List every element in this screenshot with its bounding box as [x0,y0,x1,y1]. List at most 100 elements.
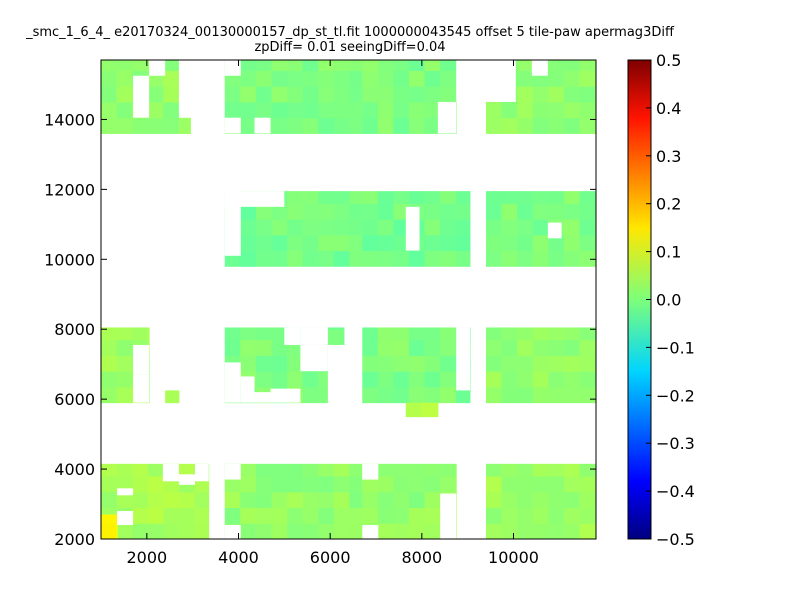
heatmap-cell [517,117,534,134]
heatmap-missing-cell [547,222,562,239]
heatmap-cell [287,86,304,103]
heatmap-cell [424,327,441,341]
heatmap-cell [362,476,379,493]
heatmap-cell [377,86,394,103]
heatmap-cell [101,327,118,341]
heatmap-cell [318,191,335,204]
heatmap-cell [579,386,596,404]
heatmap-holes [117,60,562,539]
heatmap-cell [287,355,304,372]
heatmap-cell [271,327,288,341]
colorbar-tick-label: 0.4 [656,99,681,118]
heatmap-cell [163,101,180,119]
heatmap-cell [532,234,549,252]
colorbar-tick-label: −0.3 [656,434,695,453]
heatmap-cell [579,70,596,87]
heatmap-cell [333,203,350,220]
heatmap-cell [349,507,363,524]
y-axis: 2000 4000 6000 8000 10000 12000 14000 [44,110,596,549]
heatmap-cell [377,70,394,87]
heatmap-cell [255,250,272,267]
heatmap-cell [424,101,441,119]
heatmap-cell [271,507,288,524]
heatmap-cell [393,339,410,356]
heatmap-cell [424,339,441,356]
y-tick-label: 10000 [44,250,95,269]
heatmap-cell [579,250,596,267]
heatmap-cell [501,371,518,388]
heatmap-cell [178,523,195,540]
heatmap-cell [318,463,335,477]
heatmap-cell [318,491,335,509]
heatmap-cell [548,250,565,267]
heatmap-cell [116,339,133,356]
heatmap-cell [101,523,118,540]
heatmap-cell [333,491,350,509]
heatmap-cell [255,355,272,372]
heatmap-cell [163,60,180,71]
heatmap-missing-cell [327,344,344,403]
heatmap-cell [409,463,426,477]
heatmap-missing-cell [224,362,241,403]
heatmap-cell [440,463,457,477]
heatmap-cell [362,234,379,252]
heatmap-cell [405,402,422,418]
heatmap-missing-cell [194,463,209,482]
heatmap-cell [333,191,350,204]
heatmap-cell [486,339,503,356]
heatmap-cell [318,203,335,220]
heatmap-cell [440,219,457,236]
heatmap-cell [194,491,210,509]
heatmap-cell [362,70,379,87]
heatmap-cell [532,476,549,493]
colorbar-tick-label: 0.1 [656,243,681,262]
heatmap-cell [501,219,518,236]
heatmap-missing-cell [224,525,241,539]
heatmap-cell [271,86,288,103]
heatmap-cell [302,86,319,103]
heatmap-cell [287,219,304,236]
x-tick-label: 4000 [218,548,259,567]
heatmap-cell [393,191,410,204]
colorbar-tick-label: 0.5 [656,51,681,70]
heatmap-cell [532,339,549,356]
heatmap-cell [548,339,565,356]
heatmap-cell [393,70,410,87]
heatmap-missing-cell [300,327,328,345]
heatmap-cell [271,355,288,372]
heatmap-cell [440,371,457,388]
heatmap-cell [393,101,410,119]
heatmap-cell [318,70,335,87]
heatmap-cell [147,86,164,103]
heatmap-cell [349,70,363,87]
heatmap-cell [132,60,149,71]
heatmap-cell [147,101,164,119]
heatmap-cell [349,203,363,220]
heatmap-cell [486,476,503,493]
heatmap-missing-cell [178,60,191,118]
heatmap-cell [548,386,565,404]
heatmap-cell [224,507,241,524]
heatmap-cell [349,476,363,493]
heatmap-cell [287,60,304,71]
heatmap-cell [255,219,272,236]
heatmap-cell [563,491,580,509]
heatmap-cell [579,60,596,71]
y-tick-label: 8000 [54,320,95,339]
heatmap-cell [440,234,457,252]
heatmap-cell [393,203,410,220]
heatmap-cell [101,117,118,134]
heatmap-cell [455,507,457,524]
heatmap-cell [287,101,304,119]
heatmap-cell [349,117,363,134]
heatmap-cell [424,371,441,388]
heatmap-cell [393,117,410,134]
heatmap-cell [240,234,257,252]
heatmap-cell [393,219,410,236]
heatmap-cell [579,327,596,341]
heatmap-cell [194,523,210,540]
heatmap-cell [579,463,596,477]
heatmap-cell [548,476,565,493]
heatmap-cell [563,234,580,252]
